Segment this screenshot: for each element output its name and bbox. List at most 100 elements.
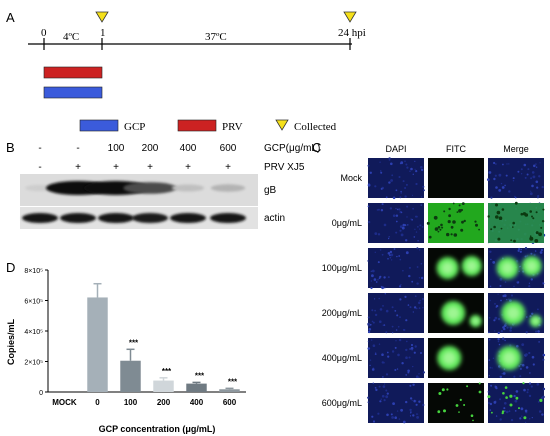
nucleus-dot <box>371 269 375 273</box>
fitc-speckle <box>529 235 532 237</box>
nucleus-dot <box>524 176 527 179</box>
nucleus-dot <box>390 413 393 416</box>
nucleus-dot <box>519 250 522 253</box>
nucleus-dot <box>400 233 404 237</box>
fitc-plaque-core <box>442 351 456 365</box>
nucleus-dot <box>399 229 402 232</box>
nucleus-dot <box>398 338 402 342</box>
nucleus-dot <box>519 265 522 267</box>
fitc-speckle <box>487 215 490 218</box>
nucleus-dot <box>490 258 492 261</box>
prv-status-label: - <box>38 162 41 173</box>
nucleus-dot <box>493 319 496 322</box>
nucleus-dot <box>402 420 406 424</box>
nucleus-dot <box>396 255 398 258</box>
nucleus-dot <box>493 177 496 181</box>
nucleus-dot <box>367 164 370 167</box>
nucleus-dot <box>538 341 540 343</box>
nucleus-dot <box>504 410 506 412</box>
nucleus-dot <box>382 305 384 307</box>
nucleus-dot <box>531 184 534 188</box>
nucleus-dot <box>497 338 500 341</box>
nucleus-dot <box>497 331 500 335</box>
nucleus-dot <box>488 338 491 341</box>
nucleus-dot <box>508 410 511 413</box>
nucleus-dot <box>399 258 402 261</box>
nucleus-dot <box>422 185 425 188</box>
fitc-speckle <box>458 209 462 213</box>
nucleus-dot <box>524 421 527 424</box>
nucleus-dot <box>489 366 492 369</box>
nucleus-dot <box>409 170 411 172</box>
fitc-speckle <box>438 392 442 395</box>
nucleus-dot <box>374 298 376 300</box>
nucleus-dot <box>391 416 394 419</box>
fitc-speckle <box>529 236 534 241</box>
nucleus-dot <box>378 297 381 300</box>
micrograph-column-header: Merge <box>503 144 529 154</box>
fitc-speckle <box>472 419 474 422</box>
fitc-speckle <box>510 239 513 242</box>
nucleus-dot <box>380 285 383 288</box>
nucleus-dot <box>527 168 530 171</box>
nucleus-dot <box>541 396 544 399</box>
nucleus-dot <box>410 343 414 347</box>
nucleus-dot <box>510 418 514 422</box>
actin-band <box>60 213 96 223</box>
nucleus-dot <box>367 316 370 319</box>
nucleus-dot <box>520 368 522 370</box>
nucleus-dot <box>392 332 394 334</box>
micrograph-cell <box>428 338 484 378</box>
nucleus-dot <box>371 274 374 278</box>
nucleus-dot <box>418 400 421 403</box>
nucleus-dot <box>418 373 420 375</box>
nucleus-dot <box>520 363 522 366</box>
nucleus-dot <box>369 323 372 326</box>
fitc-plaque-core <box>526 260 538 272</box>
nucleus-dot <box>489 299 491 302</box>
fitc-speckle <box>518 407 520 410</box>
y-tick-label: 0 <box>39 390 43 397</box>
nucleus-dot <box>389 207 393 210</box>
nucleus-dot <box>528 382 532 385</box>
nucleus-dot <box>500 299 502 302</box>
fitc-speckle <box>437 230 440 233</box>
nucleus-dot <box>542 282 545 285</box>
legend-prv-swatch <box>177 119 217 132</box>
significance-marker: *** <box>228 377 238 386</box>
nucleus-dot <box>385 373 389 376</box>
nucleus-dot <box>501 337 505 341</box>
nucleus-dot <box>392 402 395 405</box>
fitc-speckle <box>515 396 519 400</box>
nucleus-dot <box>499 284 502 287</box>
fitc-speckle <box>538 232 542 237</box>
x-tick-label: 200 <box>157 398 171 407</box>
nucleus-dot <box>537 308 539 311</box>
gcp-dose-label: 600 <box>220 143 237 154</box>
nucleus-dot <box>530 278 533 281</box>
nucleus-dot <box>502 163 504 166</box>
nucleus-dot <box>519 417 522 420</box>
nucleus-dot <box>524 247 528 250</box>
fitc-speckle <box>450 225 454 229</box>
fitc-speckle <box>460 228 464 232</box>
nucleus-dot <box>487 178 490 181</box>
nucleus-dot <box>530 385 533 388</box>
gcp-dose-label: 400 <box>180 143 197 154</box>
nucleus-dot <box>404 187 407 189</box>
nucleus-dot <box>537 194 540 198</box>
micrograph-column-header: FITC <box>446 144 466 154</box>
nucleus-dot <box>379 161 381 163</box>
nucleus-dot <box>390 259 393 261</box>
fitc-speckle <box>505 396 508 399</box>
nucleus-dot <box>494 330 496 332</box>
micrograph-background <box>368 338 424 378</box>
nucleus-dot <box>400 211 403 214</box>
nucleus-dot <box>538 410 542 413</box>
fitc-speckle <box>478 228 480 231</box>
nucleus-dot <box>374 185 377 188</box>
nucleus-dot <box>416 416 419 419</box>
micrograph-row-label: 0μg/mL <box>332 218 362 228</box>
fitc-plaque-core <box>501 261 514 275</box>
